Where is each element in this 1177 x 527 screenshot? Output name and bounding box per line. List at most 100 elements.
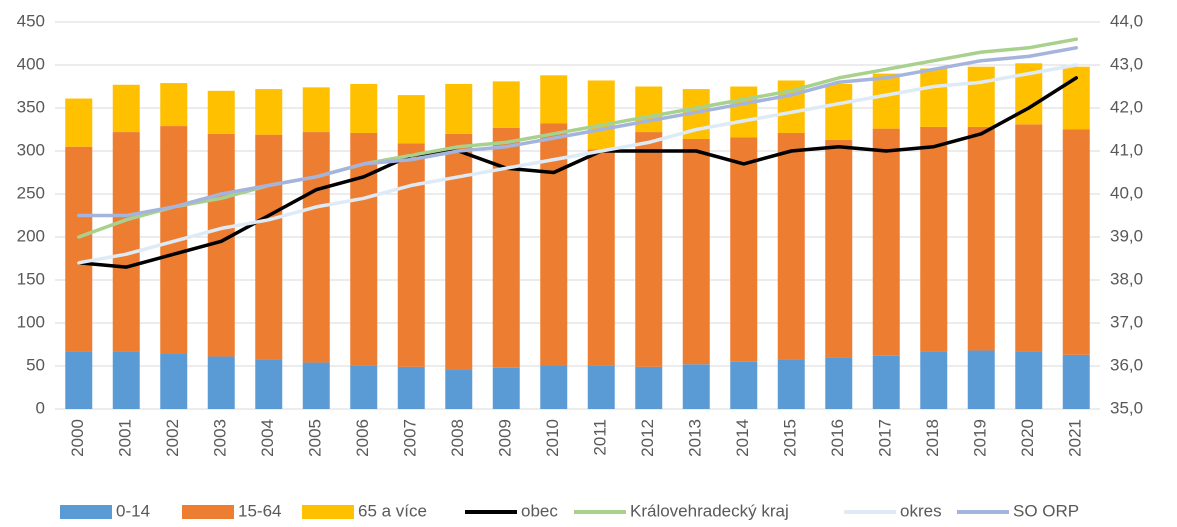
bar-segment (730, 361, 758, 409)
bar-segment (255, 89, 283, 135)
bar-segment (112, 351, 140, 409)
legend-label: 15-64 (238, 501, 281, 520)
bar-segment (112, 84, 140, 133)
bar-segment (207, 356, 235, 409)
x-tick-label: 2000 (68, 419, 87, 457)
bar-segment (682, 138, 710, 365)
bar-segment (540, 366, 568, 409)
x-tick-label: 2005 (306, 419, 325, 457)
x-tick-label: 2011 (591, 419, 610, 456)
legend-label: 0-14 (116, 501, 150, 520)
bar-segment (967, 126, 995, 351)
bar-segment (635, 86, 663, 133)
bar-segment (825, 357, 853, 409)
bar-segment (302, 87, 330, 133)
bar-segment (492, 81, 520, 128)
legend-swatch (182, 505, 234, 519)
x-tick-label: 2002 (163, 419, 182, 457)
x-tick-label: 2004 (258, 419, 277, 457)
y-tick-label: 150 (17, 269, 45, 288)
x-tick-label: 2016 (828, 419, 847, 457)
y2-tick-label: 38,0 (1110, 269, 1143, 288)
x-tick-label: 2001 (116, 419, 135, 457)
bar-segment (1062, 354, 1090, 409)
y2-tick-label: 41,0 (1110, 140, 1143, 159)
bar-segment (350, 365, 378, 409)
legend-label: Královehradecký kraj (630, 501, 789, 520)
bar-segment (1062, 129, 1090, 355)
bar-segment (920, 68, 948, 127)
bar-segment (872, 355, 900, 409)
bar-segment (397, 143, 425, 367)
bar-segment (920, 351, 948, 409)
y-tick-label: 350 (17, 97, 45, 116)
bar-segment (872, 128, 900, 356)
bar-segment (1015, 351, 1043, 409)
y2-tick-label: 44,0 (1110, 11, 1143, 30)
bar-segment (302, 362, 330, 409)
bar-segment (920, 126, 948, 352)
bar-segment (255, 359, 283, 409)
x-tick-label: 2003 (211, 419, 230, 457)
y2-tick-label: 36,0 (1110, 355, 1143, 374)
line-series (77, 46, 1078, 218)
bar-segment (777, 132, 805, 360)
bar-segment (492, 367, 520, 409)
bar-segment (540, 123, 568, 366)
y-tick-label: 300 (17, 140, 45, 159)
bar-segment (587, 149, 615, 366)
y-tick-label: 50 (26, 355, 45, 374)
x-tick-label: 2006 (353, 419, 372, 457)
y2-tick-label: 37,0 (1110, 312, 1143, 331)
bar-segment (825, 83, 853, 140)
bar-segment (1062, 66, 1090, 130)
x-tick-label: 2017 (876, 419, 895, 457)
bar-segment (730, 86, 758, 138)
bar-segment (587, 80, 615, 150)
bar-segment (255, 134, 283, 360)
legend-label: okres (900, 501, 942, 520)
legend-label: obec (521, 501, 558, 520)
bar-segment (967, 350, 995, 409)
x-tick-label: 2012 (638, 419, 657, 457)
bar-segment (445, 83, 473, 134)
bar-segment (65, 146, 93, 352)
x-tick-label: 2018 (923, 419, 942, 457)
bar-segment (445, 369, 473, 409)
bar-segment (160, 83, 188, 127)
bar-segment (872, 73, 900, 129)
bar-segment (635, 366, 663, 409)
bar-segment (350, 83, 378, 133)
bar-segment (160, 353, 188, 409)
x-tick-label: 2007 (401, 419, 420, 457)
x-tick-label: 2015 (781, 419, 800, 457)
bar-segment (825, 139, 853, 358)
legend-label: 65 a více (358, 501, 427, 520)
y-tick-label: 400 (17, 54, 45, 73)
bar-segment (397, 366, 425, 409)
bar-segment (682, 364, 710, 409)
bar-segment (777, 359, 805, 409)
line-series (77, 76, 1078, 269)
x-tick-label: 2020 (1018, 419, 1037, 457)
y-tick-label: 450 (17, 11, 45, 30)
x-tick-label: 2019 (971, 419, 990, 457)
y2-tick-label: 35,0 (1110, 398, 1143, 417)
y2-tick-label: 42,0 (1110, 97, 1143, 116)
x-tick-label: 2009 (496, 419, 515, 457)
bar-segment (302, 132, 330, 363)
line-series (77, 63, 1078, 265)
y2-tick-label: 39,0 (1110, 226, 1143, 245)
x-tick-label: 2014 (733, 419, 752, 457)
bar-segment (397, 95, 425, 144)
x-tick-label: 2021 (1066, 419, 1085, 457)
bar-segment (540, 75, 568, 124)
bar-segment (112, 132, 140, 352)
bar-segment (587, 365, 615, 409)
legend-label: SO ORP (1013, 501, 1079, 520)
x-tick-label: 2010 (543, 419, 562, 457)
legend-swatch (302, 505, 354, 519)
bar-segment (65, 351, 93, 409)
y-tick-label: 200 (17, 226, 45, 245)
